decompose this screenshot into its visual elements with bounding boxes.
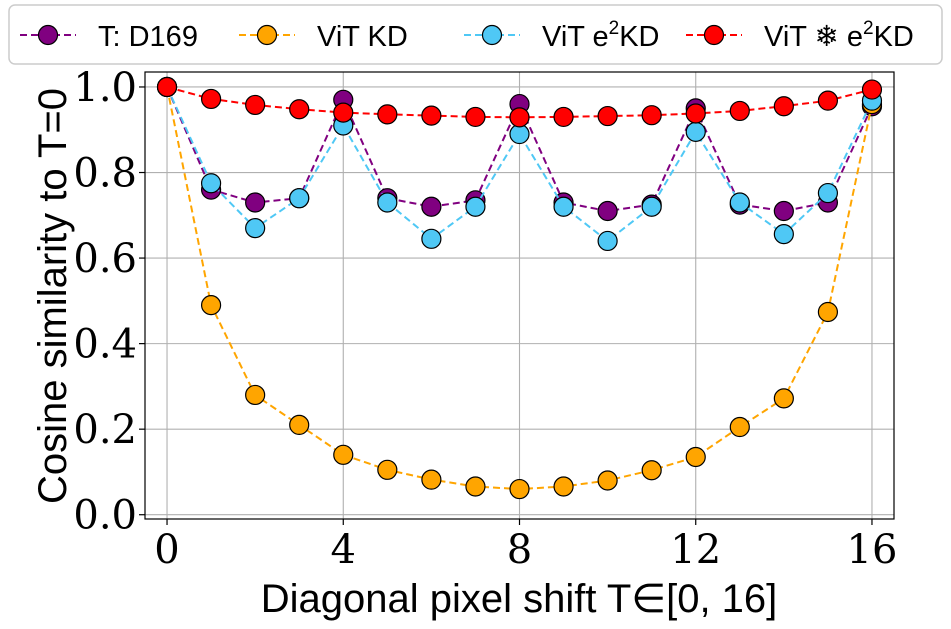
data-point — [553, 196, 574, 217]
series-1 — [156, 76, 883, 500]
legend-marker — [37, 24, 59, 46]
y-tick-label: 0.6 — [73, 236, 137, 282]
data-point — [377, 459, 398, 480]
data-point — [377, 192, 398, 213]
legend-label-part: KD — [619, 21, 659, 53]
data-point — [465, 106, 486, 128]
data-point — [817, 182, 839, 204]
legend-superscript: 2 — [609, 18, 620, 39]
y-axis-label: Cosine similarity to T=0 — [31, 88, 75, 504]
data-point — [817, 90, 839, 111]
legend-label: ViT KD — [317, 21, 408, 53]
legend-label: T: D169 — [98, 21, 198, 53]
data-point — [377, 104, 398, 125]
data-point — [773, 96, 794, 117]
legend-entry: ViT KD — [239, 21, 408, 53]
data-point — [729, 100, 750, 122]
y-tick-label: 0.2 — [73, 407, 137, 453]
data-point — [509, 107, 530, 128]
data-point — [421, 196, 442, 217]
data-point — [553, 106, 574, 128]
legend-label: ViT ❄ e2KD — [764, 18, 914, 53]
data-point — [245, 218, 266, 239]
legend-marker — [703, 24, 725, 46]
legend-entry: T: D169 — [20, 21, 198, 53]
data-point — [200, 173, 222, 194]
x-axis-label: Diagonal pixel shift T∈[0, 16] — [261, 577, 778, 621]
data-point — [289, 188, 310, 209]
data-point — [333, 444, 354, 465]
data-point — [685, 121, 706, 142]
data-point — [509, 478, 530, 500]
data-point — [773, 388, 794, 409]
legend-entry: ViT ❄ e2KD — [686, 18, 914, 53]
legend-superscript: 2 — [863, 18, 874, 39]
data-point — [773, 224, 794, 245]
data-point — [421, 469, 442, 490]
legend-marker — [481, 24, 503, 46]
data-point — [245, 192, 266, 213]
data-point — [597, 105, 618, 127]
legend-entry: ViT e2KD — [464, 18, 660, 53]
legend-label-part: ViT ❄ e — [764, 21, 863, 53]
data-point — [597, 200, 618, 222]
data-point — [465, 196, 486, 217]
data-point — [553, 476, 574, 497]
data-point — [245, 94, 266, 116]
x-tick-label: 8 — [507, 527, 532, 573]
data-point — [729, 416, 750, 438]
series-layer — [156, 76, 883, 500]
x-tick-label: 0 — [154, 527, 179, 573]
data-point — [685, 103, 706, 124]
axis-ticks: 0 4 8 12 16 0.0 0.2 0.4 0.6 0.8 1.0 — [73, 65, 897, 573]
data-point — [685, 446, 706, 468]
series-line — [166, 86, 873, 213]
data-point — [200, 295, 222, 316]
grid-lines — [145, 72, 894, 519]
legend-label-part: T: D169 — [98, 21, 198, 53]
data-point — [333, 102, 354, 123]
data-point — [641, 196, 662, 217]
legend-label-part: ViT e — [542, 21, 609, 53]
series-line — [166, 86, 873, 243]
y-tick-label: 0.4 — [73, 322, 137, 368]
data-point — [597, 230, 618, 252]
data-point — [817, 301, 839, 323]
legend-label-part: KD — [874, 21, 914, 53]
data-point — [597, 470, 618, 491]
y-tick-label: 0.8 — [73, 151, 137, 197]
data-point — [729, 192, 750, 213]
data-point — [773, 200, 794, 222]
data-point — [641, 460, 662, 481]
legend-label-part: ViT KD — [317, 21, 408, 53]
x-tick-label: 4 — [331, 527, 356, 573]
data-point — [289, 414, 310, 435]
data-point — [421, 228, 442, 249]
y-tick-label: 0.0 — [73, 493, 137, 539]
legend-label: ViT e2KD — [542, 18, 660, 53]
series-3 — [156, 76, 883, 128]
data-point — [200, 88, 222, 110]
data-point — [289, 99, 310, 120]
data-point — [245, 384, 266, 406]
x-tick-label: 12 — [670, 527, 721, 573]
data-point — [861, 79, 883, 100]
data-point — [641, 105, 662, 126]
legend-marker — [256, 24, 278, 46]
data-point — [421, 105, 442, 126]
y-tick-label: 1.0 — [73, 65, 137, 111]
data-point — [465, 476, 486, 497]
legend: T: D169 ViT KD ViT e2KD ViT ❄ e2KD — [8, 4, 943, 65]
x-tick-label: 16 — [847, 527, 898, 573]
data-point — [156, 76, 178, 98]
